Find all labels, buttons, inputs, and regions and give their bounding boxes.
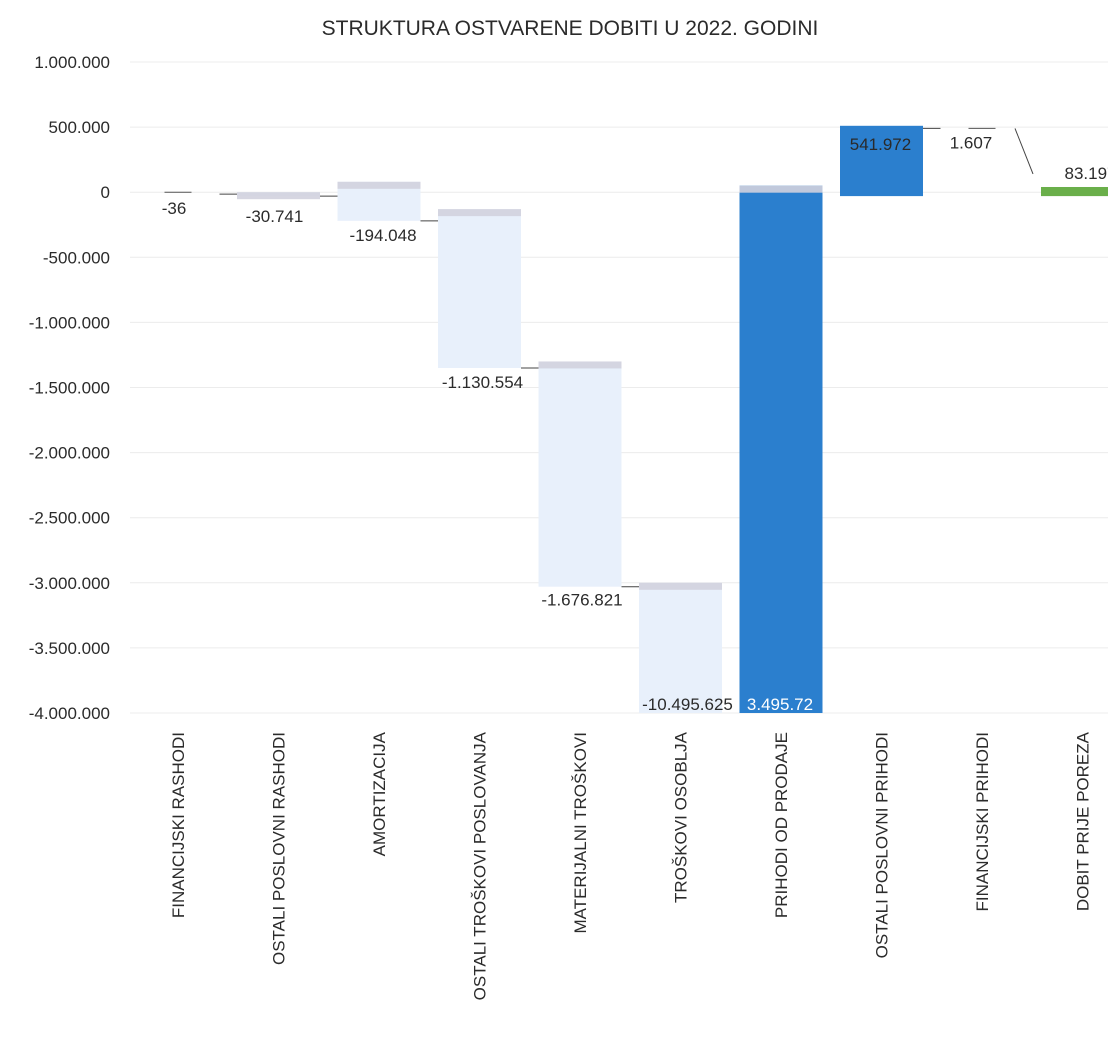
bar-top-band-2	[337, 181, 421, 189]
data-label: -30.741	[246, 207, 304, 226]
x-tick-label: PRIHODI OD PRODAJE	[772, 732, 791, 918]
y-tick-label: -3.000.000	[29, 574, 110, 593]
x-axis-ticks: FINANCIJSKI RASHODI OSTALI POSLOVNI RASHO…	[169, 731, 1093, 1000]
y-tick-label: -500.000	[43, 248, 110, 267]
bar-top-band-1	[237, 192, 320, 200]
data-label: -1.676.821	[541, 591, 622, 610]
bar-4	[538, 361, 622, 587]
data-label: -10.495.625	[642, 695, 733, 714]
bar-top-band-3	[438, 209, 521, 217]
y-axis-ticks: 1.000.000 500.000 0 -500.000 -1.000.000 -1.50…	[29, 53, 110, 723]
y-tick-label: -1.500.000	[29, 379, 110, 398]
data-label: 3.495.72	[747, 695, 813, 714]
x-tick-label: FINANCIJSKI PRIHODI	[973, 732, 992, 911]
bar-3	[438, 209, 521, 368]
connector-diagonal	[1014, 128, 1034, 175]
x-tick-label: OSTALI TROŠKOVI POSLOVANJA	[471, 731, 490, 1000]
connectors	[219, 127, 1034, 588]
x-tick-label: AMORTIZACIJA	[370, 731, 389, 856]
bar-5	[639, 582, 722, 713]
y-tick-label: 0	[101, 183, 110, 202]
x-tick-label: TROŠKOVI OSOBLJA	[672, 731, 691, 903]
y-tick-label: -4.000.000	[29, 704, 110, 723]
bar-6	[739, 185, 823, 713]
data-label: 83.197	[1065, 164, 1108, 183]
x-tick-label: FINANCIJSKI RASHODI	[169, 732, 188, 918]
x-tick-label: OSTALI POSLOVNI PRIHODI	[873, 732, 892, 958]
bar-top-band-6	[739, 185, 823, 193]
data-labels: -36 -30.741 -194.048 -1.130.554 -1.676.821 -1…	[162, 133, 1108, 714]
bar-7	[840, 125, 923, 197]
data-label: -1.130.554	[442, 373, 523, 392]
x-tick-label: OSTALI POSLOVNI RASHODI	[270, 732, 289, 965]
y-tick-label: -3.500.000	[29, 639, 110, 658]
data-label: 1.607	[950, 133, 993, 152]
y-tick-label: -2.000.000	[29, 444, 110, 463]
bars	[164, 125, 1108, 713]
y-tick-label: -2.500.000	[29, 509, 110, 528]
bar-9	[1041, 186, 1108, 197]
data-label: -36	[162, 199, 187, 218]
y-tick-label: 500.000	[49, 118, 110, 137]
data-label: 541.972	[850, 135, 911, 154]
y-tick-label: -1.000.000	[29, 313, 110, 332]
x-tick-label: MATERIJALNI TROŠKOVI	[571, 732, 590, 934]
bar-top-band-5	[639, 582, 722, 590]
data-label: -194.048	[349, 226, 416, 245]
y-tick-label: 1.000.000	[34, 53, 110, 72]
x-tick-label: DOBIT PRIJE POREZA	[1074, 731, 1093, 911]
bar-top-band-4	[538, 361, 622, 369]
chart-title: STRUKTURA OSTVARENE DOBITI U 2022. GODIN…	[322, 17, 819, 40]
